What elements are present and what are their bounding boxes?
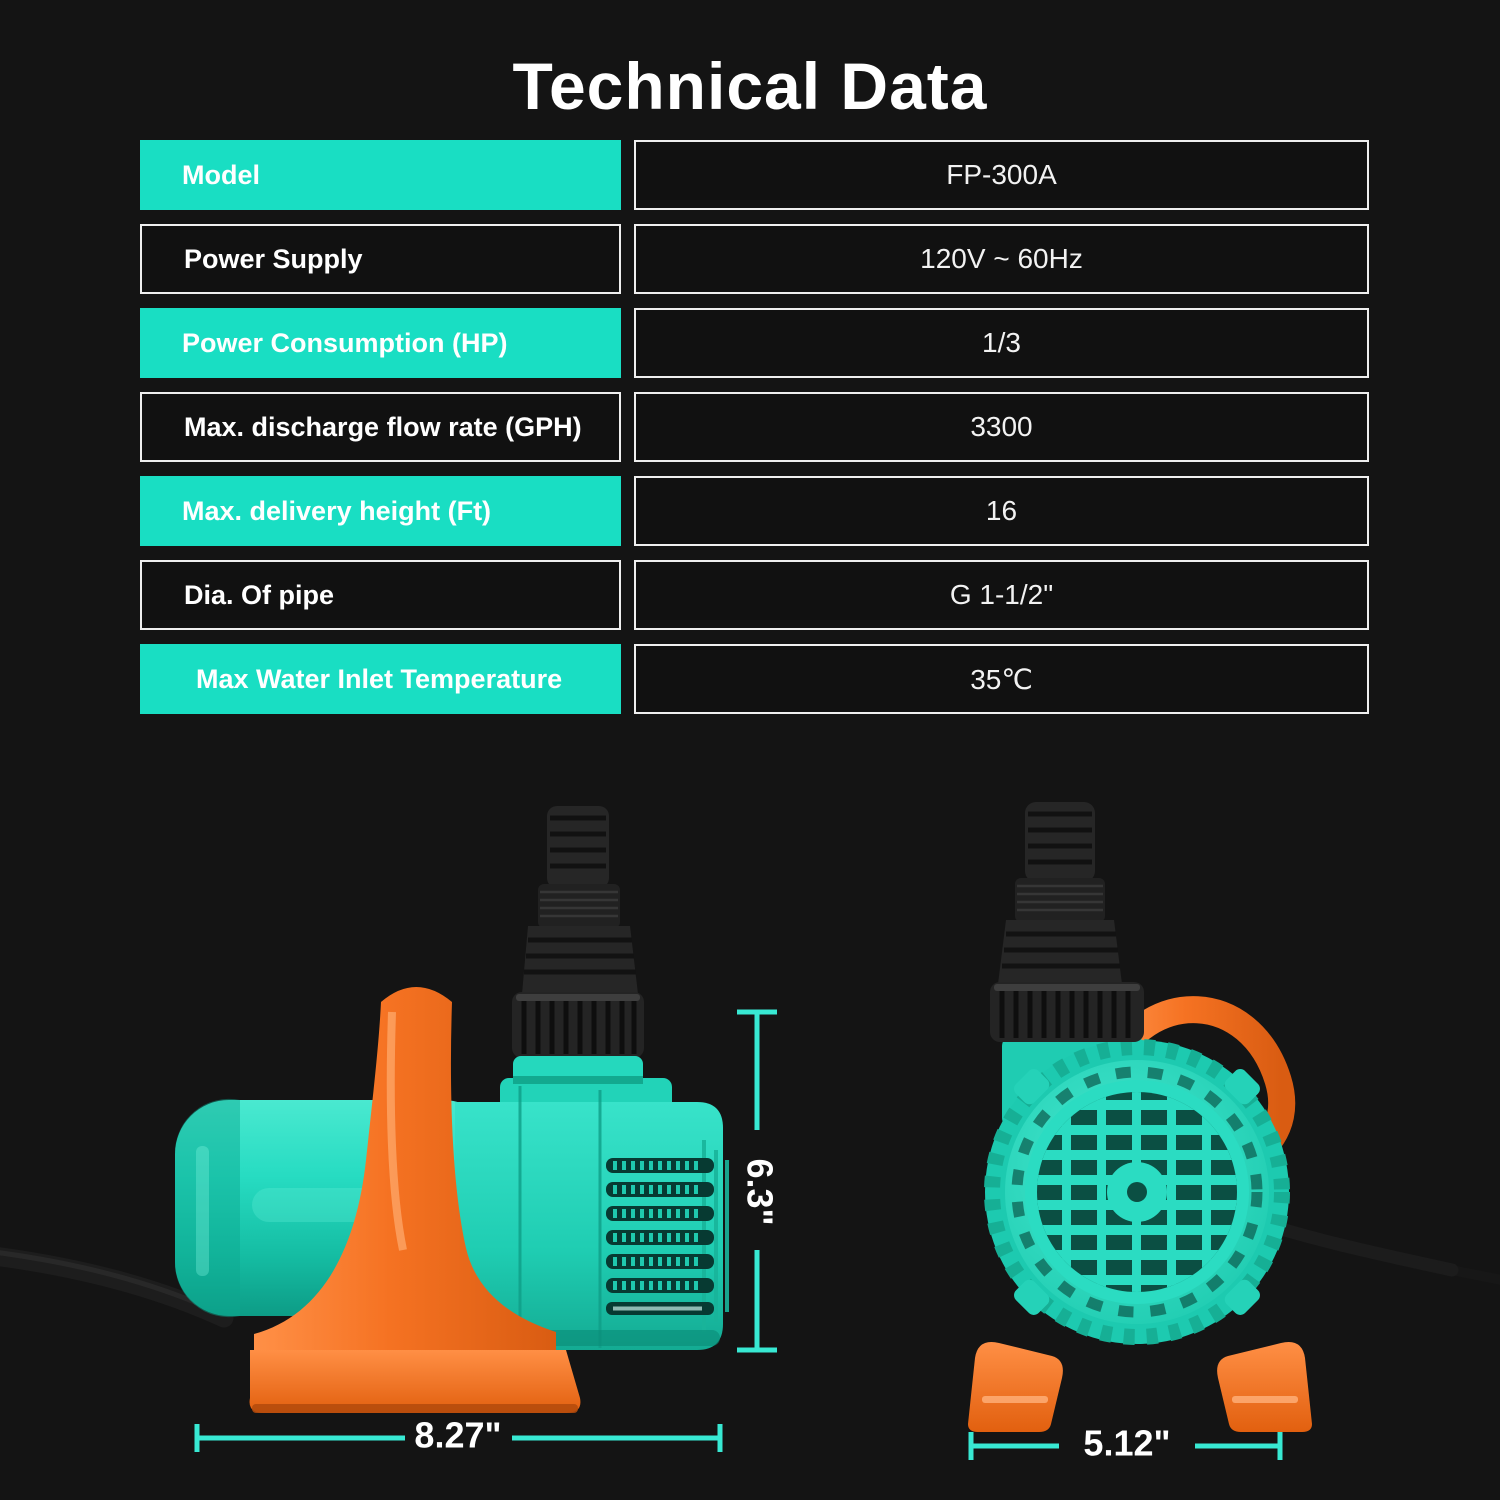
page-title: Technical Data xyxy=(512,49,988,123)
dimension-line-width xyxy=(968,1432,1283,1460)
spec-value-cell: 16 xyxy=(634,476,1369,546)
table-row: Model FP-300A xyxy=(140,140,1369,210)
dimension-line-height xyxy=(737,1009,777,1353)
table-row: Max. delivery height (Ft) 16 xyxy=(140,476,1369,546)
table-row: Dia. Of pipe G 1-1/2" xyxy=(140,560,1369,630)
spec-value-cell: FP-300A xyxy=(634,140,1369,210)
pump-head xyxy=(455,1078,729,1350)
dimension-annotations xyxy=(194,1009,1283,1460)
product-figure: 6.3" 8.27" 5.12" xyxy=(0,802,1500,1464)
table-row: Power Supply 120V ~ 60Hz xyxy=(140,224,1369,294)
pump-front-view xyxy=(968,802,1500,1432)
dimension-label-length: 8.27" xyxy=(414,1415,501,1456)
table-row: Max Water Inlet Temperature 35℃ xyxy=(140,644,1369,714)
spec-label-cell: Model xyxy=(140,140,621,210)
dimension-label-height: 6.3" xyxy=(739,1158,780,1225)
front-body xyxy=(984,1039,1290,1345)
spec-label-cell: Max. discharge flow rate (GPH) xyxy=(140,392,621,462)
pump-side-view xyxy=(0,806,729,1413)
spec-label-cell: Max Water Inlet Temperature xyxy=(140,644,621,714)
dimension-line-length xyxy=(194,1424,723,1452)
spec-value-cell: 35℃ xyxy=(634,644,1369,714)
spec-label-cell: Dia. Of pipe xyxy=(140,560,621,630)
spec-table: Model FP-300A Power Supply 120V ~ 60Hz P… xyxy=(140,140,1369,714)
power-cable-side xyxy=(0,1247,234,1328)
spec-label-cell: Power Supply xyxy=(140,224,621,294)
spec-label-cell: Max. delivery height (Ft) xyxy=(140,476,621,546)
spec-value-cell: 3300 xyxy=(634,392,1369,462)
spec-value-cell: 120V ~ 60Hz xyxy=(634,224,1369,294)
hose-fitting-front xyxy=(990,802,1144,1042)
side-grille xyxy=(606,1158,714,1315)
spec-value-cell: 1/3 xyxy=(634,308,1369,378)
spec-value-cell: G 1-1/2" xyxy=(634,560,1369,630)
spec-label-cell: Power Consumption (HP) xyxy=(140,308,621,378)
carry-handle xyxy=(1094,996,1296,1160)
table-row: Power Consumption (HP) 1/3 xyxy=(140,308,1369,378)
table-row: Max. discharge flow rate (GPH) 3300 xyxy=(140,392,1369,462)
pump-feet xyxy=(968,1342,1312,1432)
hose-fitting-side xyxy=(512,806,644,1084)
stand-handle xyxy=(249,987,581,1413)
dimension-label-width: 5.12" xyxy=(1083,1423,1170,1464)
